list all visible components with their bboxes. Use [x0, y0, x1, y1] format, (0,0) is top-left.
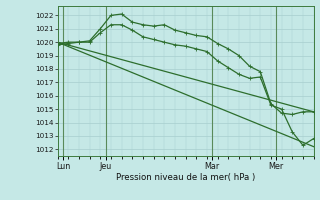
X-axis label: Pression niveau de la mer( hPa ): Pression niveau de la mer( hPa ): [116, 173, 255, 182]
